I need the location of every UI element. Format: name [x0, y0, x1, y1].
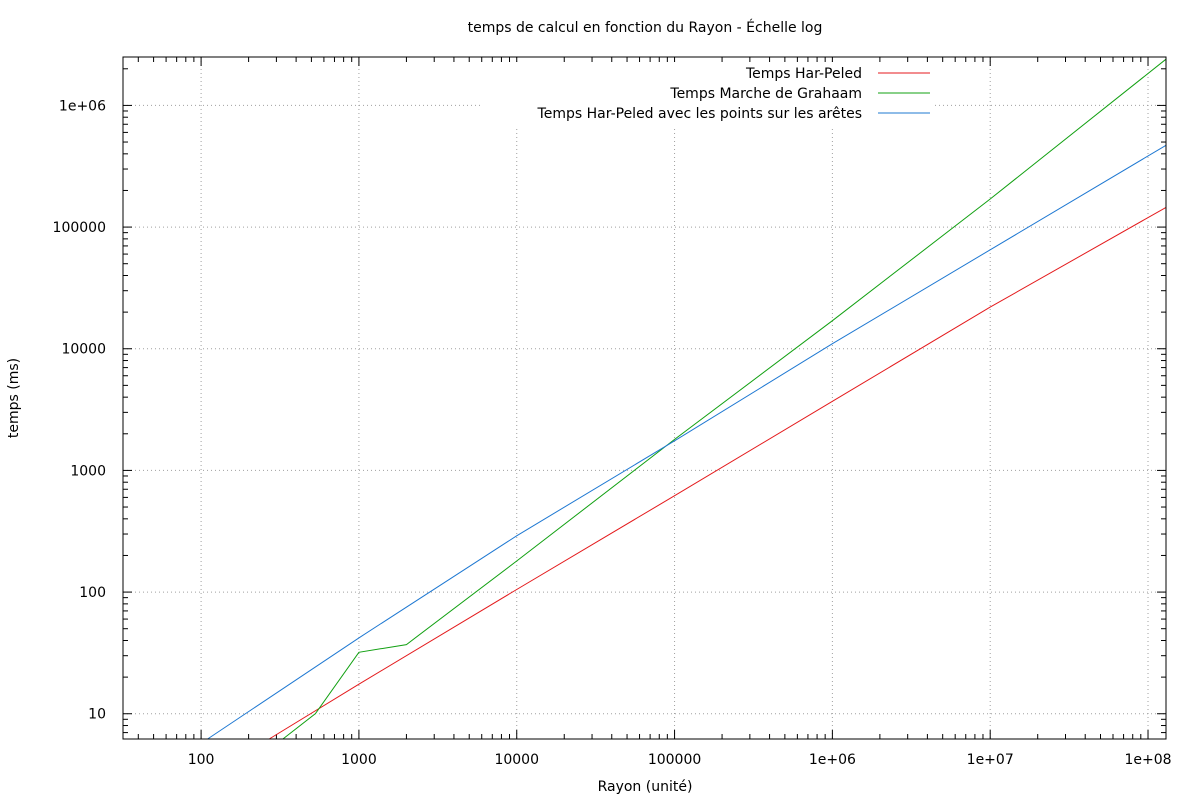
- x-tick-label: 100000: [648, 752, 701, 768]
- legend: Temps Har-Peled Temps Marche de Grahaam Te…: [480, 62, 934, 126]
- legend-label: Temps Har-Peled: [745, 66, 862, 82]
- series-lines: [207, 58, 1167, 740]
- x-tick-label: 10000: [494, 752, 539, 768]
- y-tick-label: 1e+06: [59, 98, 106, 114]
- chart-title: temps de calcul en fonction du Rayon - É…: [468, 19, 823, 36]
- series-line: [282, 58, 1167, 740]
- plot-frame: [122, 56, 1167, 740]
- y-tick-label: 100: [79, 585, 106, 601]
- series-line: [207, 144, 1167, 740]
- y-tick-label: 10: [88, 707, 106, 723]
- x-tick-label: 1000: [341, 752, 377, 768]
- y-axis-label: temps (ms): [6, 358, 22, 438]
- y-tick-label: 100000: [53, 220, 106, 236]
- legend-background: [480, 62, 934, 126]
- legend-label: Temps Har-Peled avec les points sur les …: [537, 106, 862, 122]
- series-line: [268, 206, 1167, 740]
- x-tick-label: 1e+06: [809, 752, 856, 768]
- legend-label: Temps Marche de Grahaam: [669, 86, 862, 102]
- x-axis-label: Rayon (unité): [598, 779, 693, 795]
- x-tick-label: 1e+08: [1124, 752, 1171, 768]
- x-tick-label: 100: [188, 752, 215, 768]
- grid-lines: [123, 57, 1166, 739]
- axis-ticks: 100 1000 10000 100000 1e+06 1e+07 1e+08 10 100 10…: [53, 57, 1172, 768]
- y-tick-label: 10000: [61, 342, 106, 358]
- y-tick-label: 1000: [70, 463, 106, 479]
- x-tick-label: 1e+07: [967, 752, 1014, 768]
